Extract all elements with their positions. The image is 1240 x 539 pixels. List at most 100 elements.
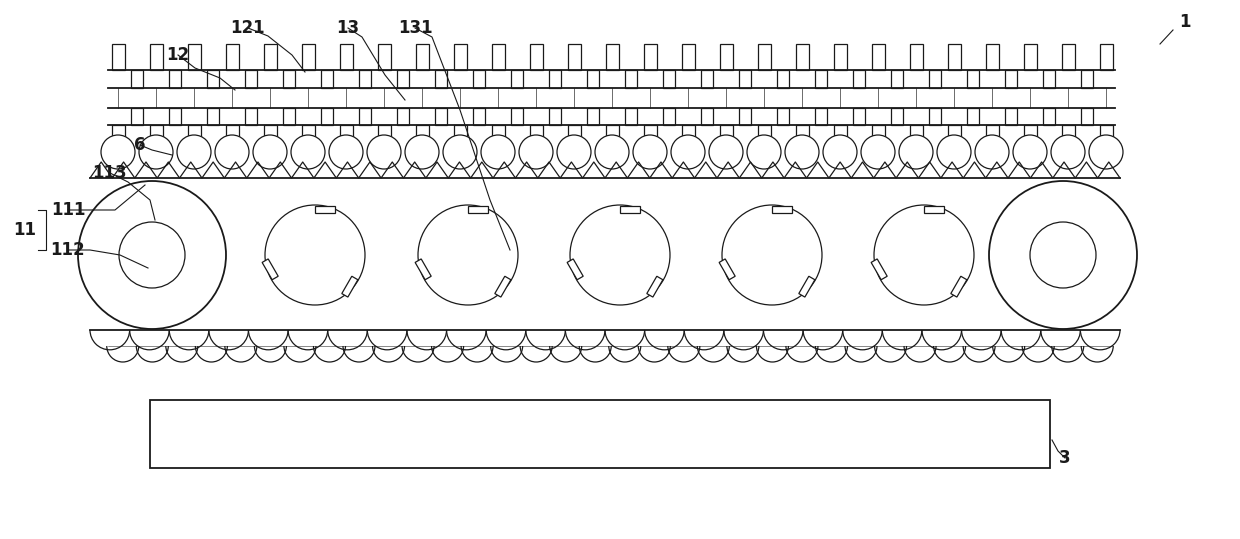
Text: 121: 121: [231, 19, 265, 37]
Bar: [207, 108, 219, 125]
Bar: [909, 44, 923, 70]
Bar: [1081, 70, 1092, 88]
Bar: [226, 44, 238, 70]
Circle shape: [405, 135, 439, 169]
Circle shape: [1089, 135, 1123, 169]
Bar: [967, 108, 980, 125]
Bar: [1004, 70, 1017, 88]
Circle shape: [671, 135, 706, 169]
Text: 6: 6: [134, 136, 146, 154]
Bar: [511, 108, 523, 125]
Bar: [663, 108, 675, 125]
Text: 13: 13: [336, 19, 360, 37]
Bar: [701, 70, 713, 88]
Bar: [321, 108, 334, 125]
Bar: [777, 70, 789, 88]
Bar: [739, 108, 751, 125]
Polygon shape: [773, 205, 792, 212]
Bar: [549, 108, 560, 125]
Bar: [644, 125, 656, 143]
Circle shape: [1052, 135, 1085, 169]
Bar: [605, 44, 619, 70]
Circle shape: [215, 135, 249, 169]
Bar: [187, 44, 201, 70]
Circle shape: [722, 205, 822, 305]
Bar: [207, 70, 219, 88]
Bar: [340, 125, 352, 143]
Bar: [321, 70, 334, 88]
Bar: [226, 125, 238, 143]
Bar: [529, 125, 543, 143]
Circle shape: [291, 135, 325, 169]
Circle shape: [557, 135, 591, 169]
Bar: [263, 125, 277, 143]
Circle shape: [1030, 222, 1096, 288]
Bar: [929, 108, 941, 125]
Bar: [491, 125, 505, 143]
Circle shape: [119, 222, 185, 288]
Bar: [415, 44, 429, 70]
Bar: [397, 70, 409, 88]
Circle shape: [823, 135, 857, 169]
Bar: [892, 108, 903, 125]
Bar: [529, 44, 543, 70]
Circle shape: [139, 135, 174, 169]
Bar: [701, 108, 713, 125]
Bar: [682, 125, 694, 143]
Polygon shape: [342, 277, 358, 297]
Circle shape: [481, 135, 515, 169]
Bar: [301, 44, 315, 70]
Bar: [719, 125, 733, 143]
Bar: [625, 70, 637, 88]
Text: 113: 113: [93, 164, 128, 182]
Bar: [892, 70, 903, 88]
Bar: [1061, 44, 1075, 70]
Bar: [605, 125, 619, 143]
Polygon shape: [620, 205, 640, 212]
Polygon shape: [924, 205, 944, 212]
Circle shape: [746, 135, 781, 169]
Bar: [719, 44, 733, 70]
Bar: [739, 70, 751, 88]
Bar: [568, 125, 580, 143]
Bar: [472, 108, 485, 125]
Bar: [112, 125, 124, 143]
Bar: [150, 44, 162, 70]
Bar: [340, 44, 352, 70]
Bar: [1043, 108, 1055, 125]
Bar: [435, 108, 446, 125]
Bar: [131, 70, 143, 88]
Bar: [815, 70, 827, 88]
Polygon shape: [719, 259, 735, 280]
Polygon shape: [415, 259, 432, 280]
Polygon shape: [799, 277, 815, 297]
Bar: [1023, 125, 1037, 143]
Bar: [663, 70, 675, 88]
Bar: [454, 44, 466, 70]
Bar: [587, 70, 599, 88]
Circle shape: [595, 135, 629, 169]
Bar: [360, 108, 371, 125]
Circle shape: [177, 135, 211, 169]
Bar: [947, 125, 961, 143]
Circle shape: [709, 135, 743, 169]
Polygon shape: [951, 277, 967, 297]
Text: 1: 1: [1179, 13, 1190, 31]
Bar: [435, 70, 446, 88]
Bar: [283, 70, 295, 88]
Bar: [397, 108, 409, 125]
Bar: [1081, 108, 1092, 125]
Polygon shape: [467, 205, 489, 212]
Bar: [377, 44, 391, 70]
Polygon shape: [315, 205, 335, 212]
Bar: [587, 108, 599, 125]
Bar: [360, 70, 371, 88]
Bar: [758, 44, 770, 70]
Bar: [1061, 125, 1075, 143]
Bar: [415, 125, 429, 143]
Circle shape: [975, 135, 1009, 169]
Bar: [682, 44, 694, 70]
Bar: [929, 70, 941, 88]
Circle shape: [367, 135, 401, 169]
Bar: [1004, 108, 1017, 125]
